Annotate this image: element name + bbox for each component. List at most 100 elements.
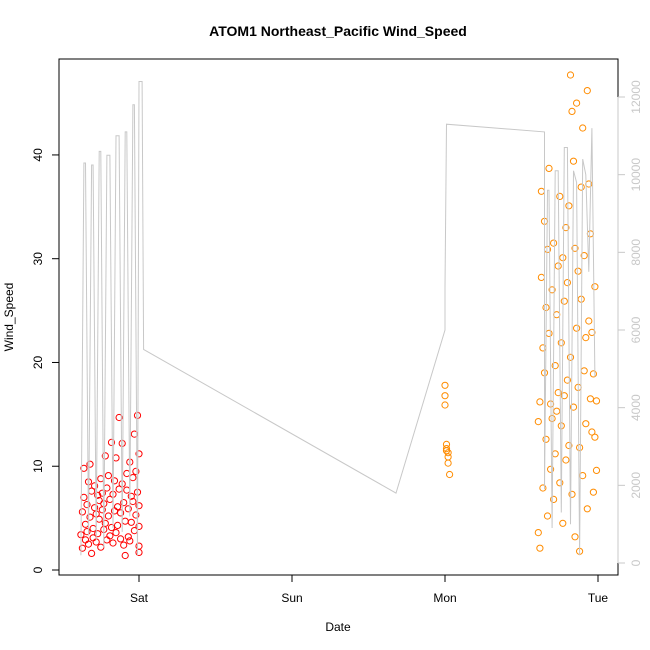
data-point — [444, 459, 452, 467]
data-point — [442, 445, 451, 453]
data-point — [554, 389, 562, 397]
data-point — [566, 353, 575, 361]
data-point — [120, 541, 128, 549]
data-point — [579, 124, 587, 132]
y-tick-label: 0 — [31, 566, 45, 573]
data-point — [562, 224, 570, 232]
data-point — [589, 488, 598, 496]
data-point — [86, 513, 94, 521]
data-point — [104, 472, 113, 480]
data-point — [582, 334, 590, 342]
data-point — [573, 324, 581, 332]
data-point — [127, 492, 135, 500]
y2-tick-label: 12000 — [629, 80, 643, 114]
data-point — [124, 505, 132, 513]
data-point — [441, 392, 449, 400]
data-point — [95, 515, 103, 523]
data-point — [539, 344, 547, 352]
data-point — [92, 538, 100, 546]
data-point — [563, 376, 572, 384]
data-point — [547, 465, 555, 473]
data-point — [112, 529, 120, 537]
data-point — [91, 482, 99, 490]
y-tick-label: 10 — [31, 459, 45, 473]
data-point — [101, 519, 109, 527]
data-point — [589, 370, 598, 378]
data-point — [81, 520, 90, 528]
data-point — [582, 420, 590, 428]
data-point — [537, 187, 546, 195]
data-point — [536, 544, 544, 552]
data-point — [545, 329, 553, 337]
data-point — [586, 395, 595, 403]
data-point — [81, 536, 90, 544]
data-point — [441, 401, 449, 409]
data-point — [101, 452, 109, 460]
data-point — [571, 244, 579, 252]
data-point — [83, 501, 91, 509]
data-point — [80, 464, 88, 472]
x-tick-label: Tue — [588, 591, 609, 605]
data-point — [543, 512, 552, 520]
data-point — [565, 202, 573, 210]
data-point — [579, 472, 587, 480]
data-point — [107, 438, 116, 446]
data-point — [121, 517, 129, 525]
data-point — [556, 192, 564, 200]
x-axis-label: Date — [325, 620, 351, 634]
data-point — [573, 99, 581, 107]
data-point — [548, 414, 556, 423]
data-point — [559, 519, 567, 527]
data-point — [569, 157, 578, 165]
data-point — [123, 486, 131, 494]
data-point — [106, 532, 114, 540]
data-point — [563, 279, 572, 287]
data-point — [129, 474, 137, 482]
data-point — [542, 435, 550, 443]
data-point — [86, 460, 94, 468]
data-point — [126, 537, 134, 545]
data-point — [84, 540, 93, 548]
y2-tick-label: 0 — [629, 559, 643, 566]
data-point — [583, 87, 591, 95]
data-point — [592, 466, 601, 474]
series-layer — [77, 71, 601, 560]
data-point — [576, 444, 584, 452]
data-point — [117, 509, 125, 517]
data-point — [80, 493, 88, 501]
data-point — [548, 286, 556, 294]
data-point — [88, 549, 96, 558]
data-point — [557, 422, 565, 430]
series-line — [80, 81, 596, 556]
axis-layer: 0 10 20 30 40 0 2000 4000 6000 8000 10000 12000 Sat S… — [31, 80, 643, 605]
data-point — [550, 495, 558, 503]
data-point — [446, 470, 454, 479]
data-point — [94, 530, 102, 538]
data-point — [569, 403, 578, 411]
chart-title: ATOM1 Northeast_Pacific Wind_Speed — [209, 23, 467, 39]
y-tick-label: 20 — [31, 355, 45, 369]
data-point — [592, 397, 601, 405]
data-point — [114, 521, 122, 530]
data-point — [585, 317, 593, 325]
data-point — [121, 551, 129, 560]
data-point — [135, 548, 143, 557]
data-point — [539, 484, 547, 492]
data-point — [441, 381, 449, 389]
data-point — [551, 362, 559, 370]
data-point — [78, 508, 87, 516]
data-point — [562, 456, 570, 464]
y-tick-label: 40 — [31, 148, 45, 162]
data-point — [566, 71, 575, 79]
data-point — [114, 503, 122, 511]
data-point — [127, 518, 135, 526]
data-point — [537, 273, 546, 281]
data-point — [135, 542, 143, 550]
data-point — [132, 511, 140, 519]
x-tick-label: Sat — [130, 591, 149, 605]
data-point — [559, 254, 567, 262]
data-point — [110, 477, 119, 485]
data-point — [553, 311, 561, 319]
data-point — [560, 392, 568, 400]
